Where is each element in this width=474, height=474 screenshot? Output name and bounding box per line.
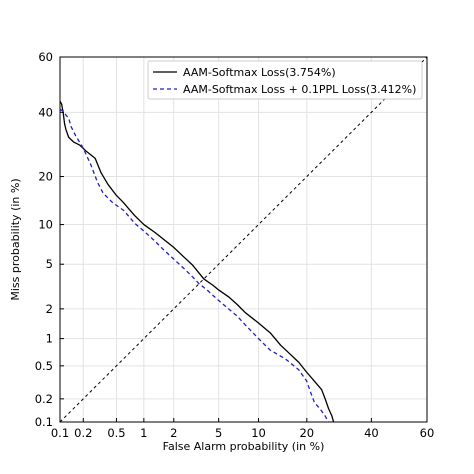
legend-label-aam-softmax: AAM-Softmax Loss(3.754%) xyxy=(183,66,336,79)
diagonal-reference xyxy=(59,56,428,423)
x-tick-label: 40 xyxy=(364,426,379,440)
x-tick-label: 0.5 xyxy=(107,426,125,440)
axis-ticks: 0.1 0.2 0.5 1 2 5 10 20 40 60 0.1 0.2 0.5 1 2 5 10 20 40 60 xyxy=(35,50,435,440)
y-tick-label: 0.5 xyxy=(35,359,53,373)
y-tick-label: 20 xyxy=(38,170,53,184)
y-tick-label: 0.2 xyxy=(35,392,53,406)
legend: AAM-Softmax Loss(3.754%) AAM-Softmax Los… xyxy=(147,60,423,100)
series-line-aam-softmax xyxy=(59,100,335,423)
x-axis-title: False Alarm probability (in %) xyxy=(163,440,325,453)
y-tick-label: 60 xyxy=(38,50,53,64)
y-tick-label: 5 xyxy=(46,257,53,271)
equal-error-diagonal-line xyxy=(59,56,428,423)
legend-box xyxy=(147,60,423,100)
x-tick-label: 1 xyxy=(140,426,147,440)
y-tick-label: 2 xyxy=(46,302,53,316)
x-tick-label: 5 xyxy=(215,426,222,440)
legend-label-aam-ppl: AAM-Softmax Loss + 0.1PPL Loss(3.412%) xyxy=(183,83,416,96)
y-tick-label: 10 xyxy=(38,218,53,232)
x-tick-label: 0.1 xyxy=(51,426,69,440)
y-tick-label: 0.1 xyxy=(35,415,53,429)
x-tick-label: 2 xyxy=(170,426,177,440)
y-tick-label: 1 xyxy=(46,332,53,346)
y-tick-label: 40 xyxy=(38,105,53,119)
plot-frame xyxy=(59,56,428,423)
y-axis-title: Miss probability (in %) xyxy=(9,178,22,300)
x-tick-label: 60 xyxy=(420,426,435,440)
x-tick-label: 10 xyxy=(251,426,266,440)
det-curves xyxy=(59,100,335,423)
x-tick-label: 0.2 xyxy=(74,426,92,440)
series-line-aam-ppl xyxy=(59,108,330,423)
x-tick-label: 20 xyxy=(299,426,314,440)
